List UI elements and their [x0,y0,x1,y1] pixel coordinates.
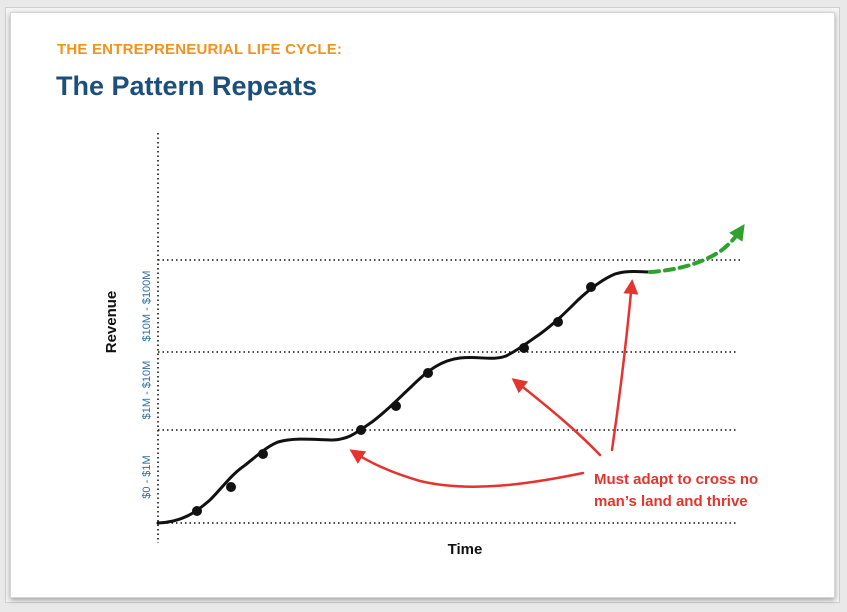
annotation-line-2: man’s land and thrive [594,493,748,510]
milestone-dot [519,343,529,353]
annotation-line-1: Must adapt to cross no [594,471,758,488]
x-axis-label: Time [448,541,483,558]
growth-curve [156,270,652,525]
slide-eyebrow: THE ENTREPRENEURIAL LIFE CYCLE: [57,41,343,58]
milestone-dot [586,282,596,292]
milestone-dot [356,425,366,435]
band-label-2: $10M - $100M [141,271,153,342]
annotation-arrow-to-second-plateau [511,378,602,457]
y-axis-label: Revenue [103,291,120,354]
milestone-dot [192,506,202,516]
future-growth-arrow [648,224,745,274]
slide-frame [10,12,835,598]
milestone-dot [553,317,563,327]
annotation-arrow-to-top [610,279,639,452]
milestone-dot [226,482,236,492]
milestone-dot [391,401,401,411]
milestone-dot [258,449,268,459]
milestone-dot [423,368,433,378]
annotation-arrow-to-first-plateau [349,449,585,488]
band-label-1: $1M - $10M [141,361,153,420]
band-label-0: $0 - $1M [141,455,153,498]
slide-title: The Pattern Repeats [56,71,318,101]
